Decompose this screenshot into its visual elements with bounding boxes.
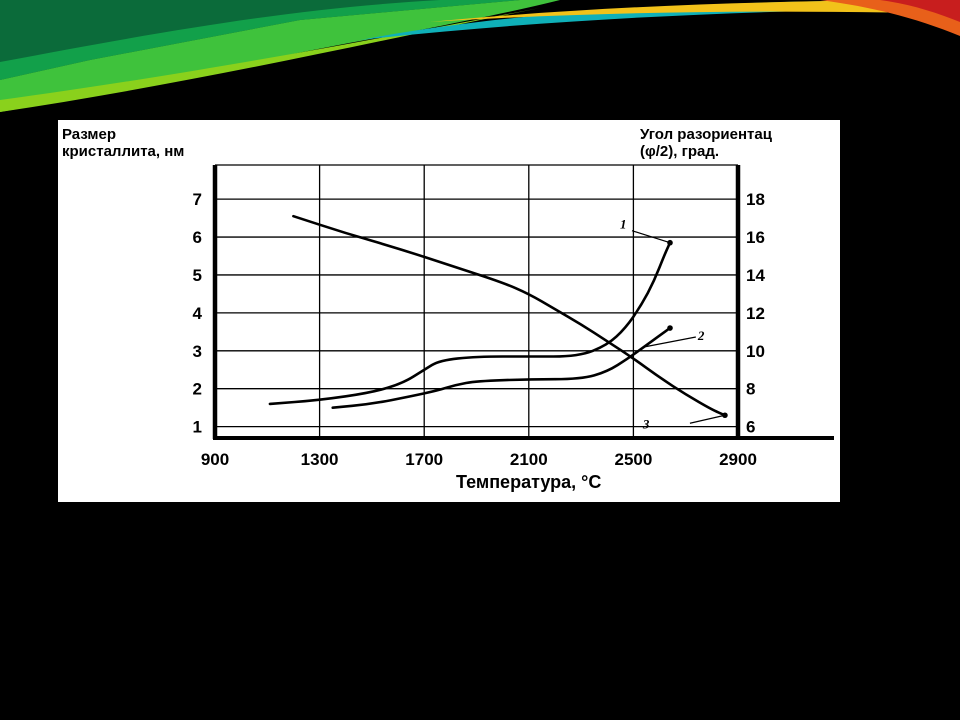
- x-tick-label: 2900: [719, 450, 757, 469]
- y-left-tick-label: 2: [193, 380, 202, 399]
- x-tick-label: 1700: [405, 450, 443, 469]
- y-right-tick-label: 14: [746, 266, 765, 285]
- banner-swoosh-dark-green: [0, 0, 520, 80]
- chart-grid: [215, 165, 738, 438]
- x-axis-label: Температура, °C: [456, 472, 602, 492]
- y-left-axis-label: Размер кристаллита, нм: [62, 126, 184, 160]
- series-line-3: [292, 214, 727, 417]
- x-axis-ticks: 900 1300 1700 2100 2500 2900: [201, 450, 757, 469]
- y-right-tick-label: 6: [746, 418, 755, 437]
- y-right-tick-label: 16: [746, 228, 765, 247]
- series-label-2: 2: [697, 328, 705, 343]
- y-left-tick-label: 4: [193, 304, 203, 323]
- x-tick-label: 1300: [301, 450, 339, 469]
- chart-series: 1 2 3: [268, 214, 728, 431]
- y-right-axis-label: Угол разориентац (φ/2), град.: [640, 126, 772, 160]
- x-tick-label: 2500: [614, 450, 652, 469]
- y-left-axis-ticks: 1 2 3 4 5 6 7: [193, 190, 203, 437]
- y-right-axis-ticks: 6 8 10 12 14 16 18: [746, 190, 765, 437]
- x-tick-label: 900: [201, 450, 229, 469]
- series-label-1: 1: [620, 217, 627, 232]
- banner-swoosh-red: [880, 0, 960, 22]
- x-tick-label: 2100: [510, 450, 548, 469]
- series-line-1: [268, 241, 672, 406]
- y-left-tick-label: 6: [193, 228, 202, 247]
- chart-axes: [212, 164, 834, 440]
- y-left-tick-label: 7: [193, 190, 202, 209]
- series-leader-line-1: [631, 230, 671, 244]
- series-line-2: [331, 326, 672, 409]
- y-left-tick-label: 5: [193, 266, 202, 285]
- y-right-tick-label: 18: [746, 190, 765, 209]
- y-left-axis-label-line1: Размер: [62, 126, 117, 143]
- y-left-tick-label: 3: [193, 342, 202, 361]
- y-right-tick-label: 10: [746, 342, 765, 361]
- y-right-axis-label-line1: Угол разориентац: [640, 126, 772, 143]
- series-leader-line-2: [643, 336, 696, 348]
- y-right-tick-label: 8: [746, 380, 755, 399]
- banner-swoosh-gold: [430, 0, 960, 22]
- series-label-3: 3: [642, 416, 650, 431]
- y-left-axis-label-line2: кристаллита, нм: [62, 143, 185, 160]
- series-leader-line-3: [689, 414, 726, 424]
- decorative-swoosh-banner: [0, 0, 960, 112]
- y-left-tick-label: 1: [193, 418, 202, 437]
- y-right-tick-label: 12: [746, 304, 765, 323]
- y-right-axis-label-line2: (φ/2), град.: [640, 143, 720, 160]
- series-endpoint-2: [667, 325, 673, 331]
